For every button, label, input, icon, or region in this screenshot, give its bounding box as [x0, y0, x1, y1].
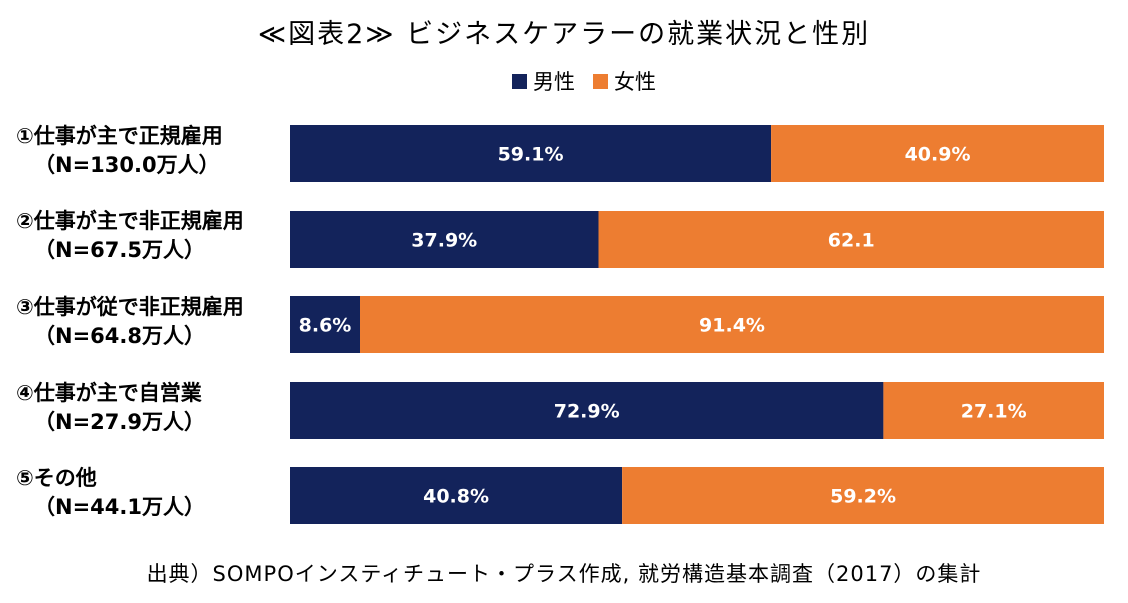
bar-segment-female: [598, 211, 1104, 268]
legend: 男性 女性: [512, 66, 674, 96]
bar-value-label: 8.6%: [299, 315, 352, 337]
legend-item-male: 男性: [512, 66, 575, 96]
category-name: ③仕事が従で非正規雇用: [16, 295, 244, 319]
category-n: （N=27.9万人）: [34, 410, 205, 434]
bar-value-label: 40.8%: [423, 486, 489, 508]
chart-title: ≪図表2≫ ビジネスケアラーの就業状況と性別: [257, 19, 871, 50]
category-label: ③仕事が従で非正規雇用 （N=64.8万人）: [16, 293, 244, 351]
bar-value-label: 59.2%: [830, 486, 896, 508]
category-n: （N=64.8万人）: [34, 324, 205, 348]
legend-label-female: 女性: [614, 70, 656, 94]
bar-value-label: 59.1%: [498, 144, 564, 166]
category-name: ⑤その他: [16, 466, 97, 490]
legend-swatch-female: [593, 73, 608, 89]
category-label: ⑤その他 （N=44.1万人）: [16, 464, 205, 522]
bar-segment-female: [883, 382, 1104, 439]
bar-value-label: 37.9%: [411, 230, 477, 252]
category-label: ④仕事が主で自営業 （N=27.9万人）: [16, 379, 205, 437]
category-n: （N=44.1万人）: [34, 495, 205, 519]
bar-value-label: 72.9%: [554, 401, 620, 423]
category-label: ①仕事が主で正規雇用 （N=130.0万人）: [16, 122, 223, 180]
source-note: 出典）SOMPOインスティチュート・プラス作成, 就労構造基本調査（2017）の…: [146, 562, 982, 586]
bar-segment-male: [290, 467, 623, 524]
bar-segment-female: [360, 296, 1104, 353]
legend-label-male: 男性: [533, 70, 575, 94]
bar-value-label: 91.4%: [699, 315, 765, 337]
bar-segment-male: [290, 382, 884, 439]
bar-value-label: 27.1%: [961, 401, 1027, 423]
bar-segment-female: [622, 467, 1104, 524]
legend-swatch-male: [512, 73, 527, 89]
category-n: （N=130.0万人）: [34, 153, 220, 177]
bar-value-label: 62.1: [828, 230, 875, 252]
category-name: ②仕事が主で非正規雇用: [16, 209, 244, 233]
bar-segment-male: [290, 211, 599, 268]
bar-segment-male: [290, 296, 361, 353]
category-name: ④仕事が主で自営業: [16, 381, 202, 405]
bar-segment-male: [290, 125, 772, 182]
bar-value-label: 40.9%: [905, 144, 971, 166]
legend-item-female: 女性: [593, 66, 656, 96]
bar-segment-female: [771, 125, 1104, 182]
category-name: ①仕事が主で正規雇用: [16, 124, 223, 148]
category-n: （N=67.5万人）: [34, 238, 205, 262]
category-label: ②仕事が主で非正規雇用 （N=67.5万人）: [16, 207, 244, 265]
